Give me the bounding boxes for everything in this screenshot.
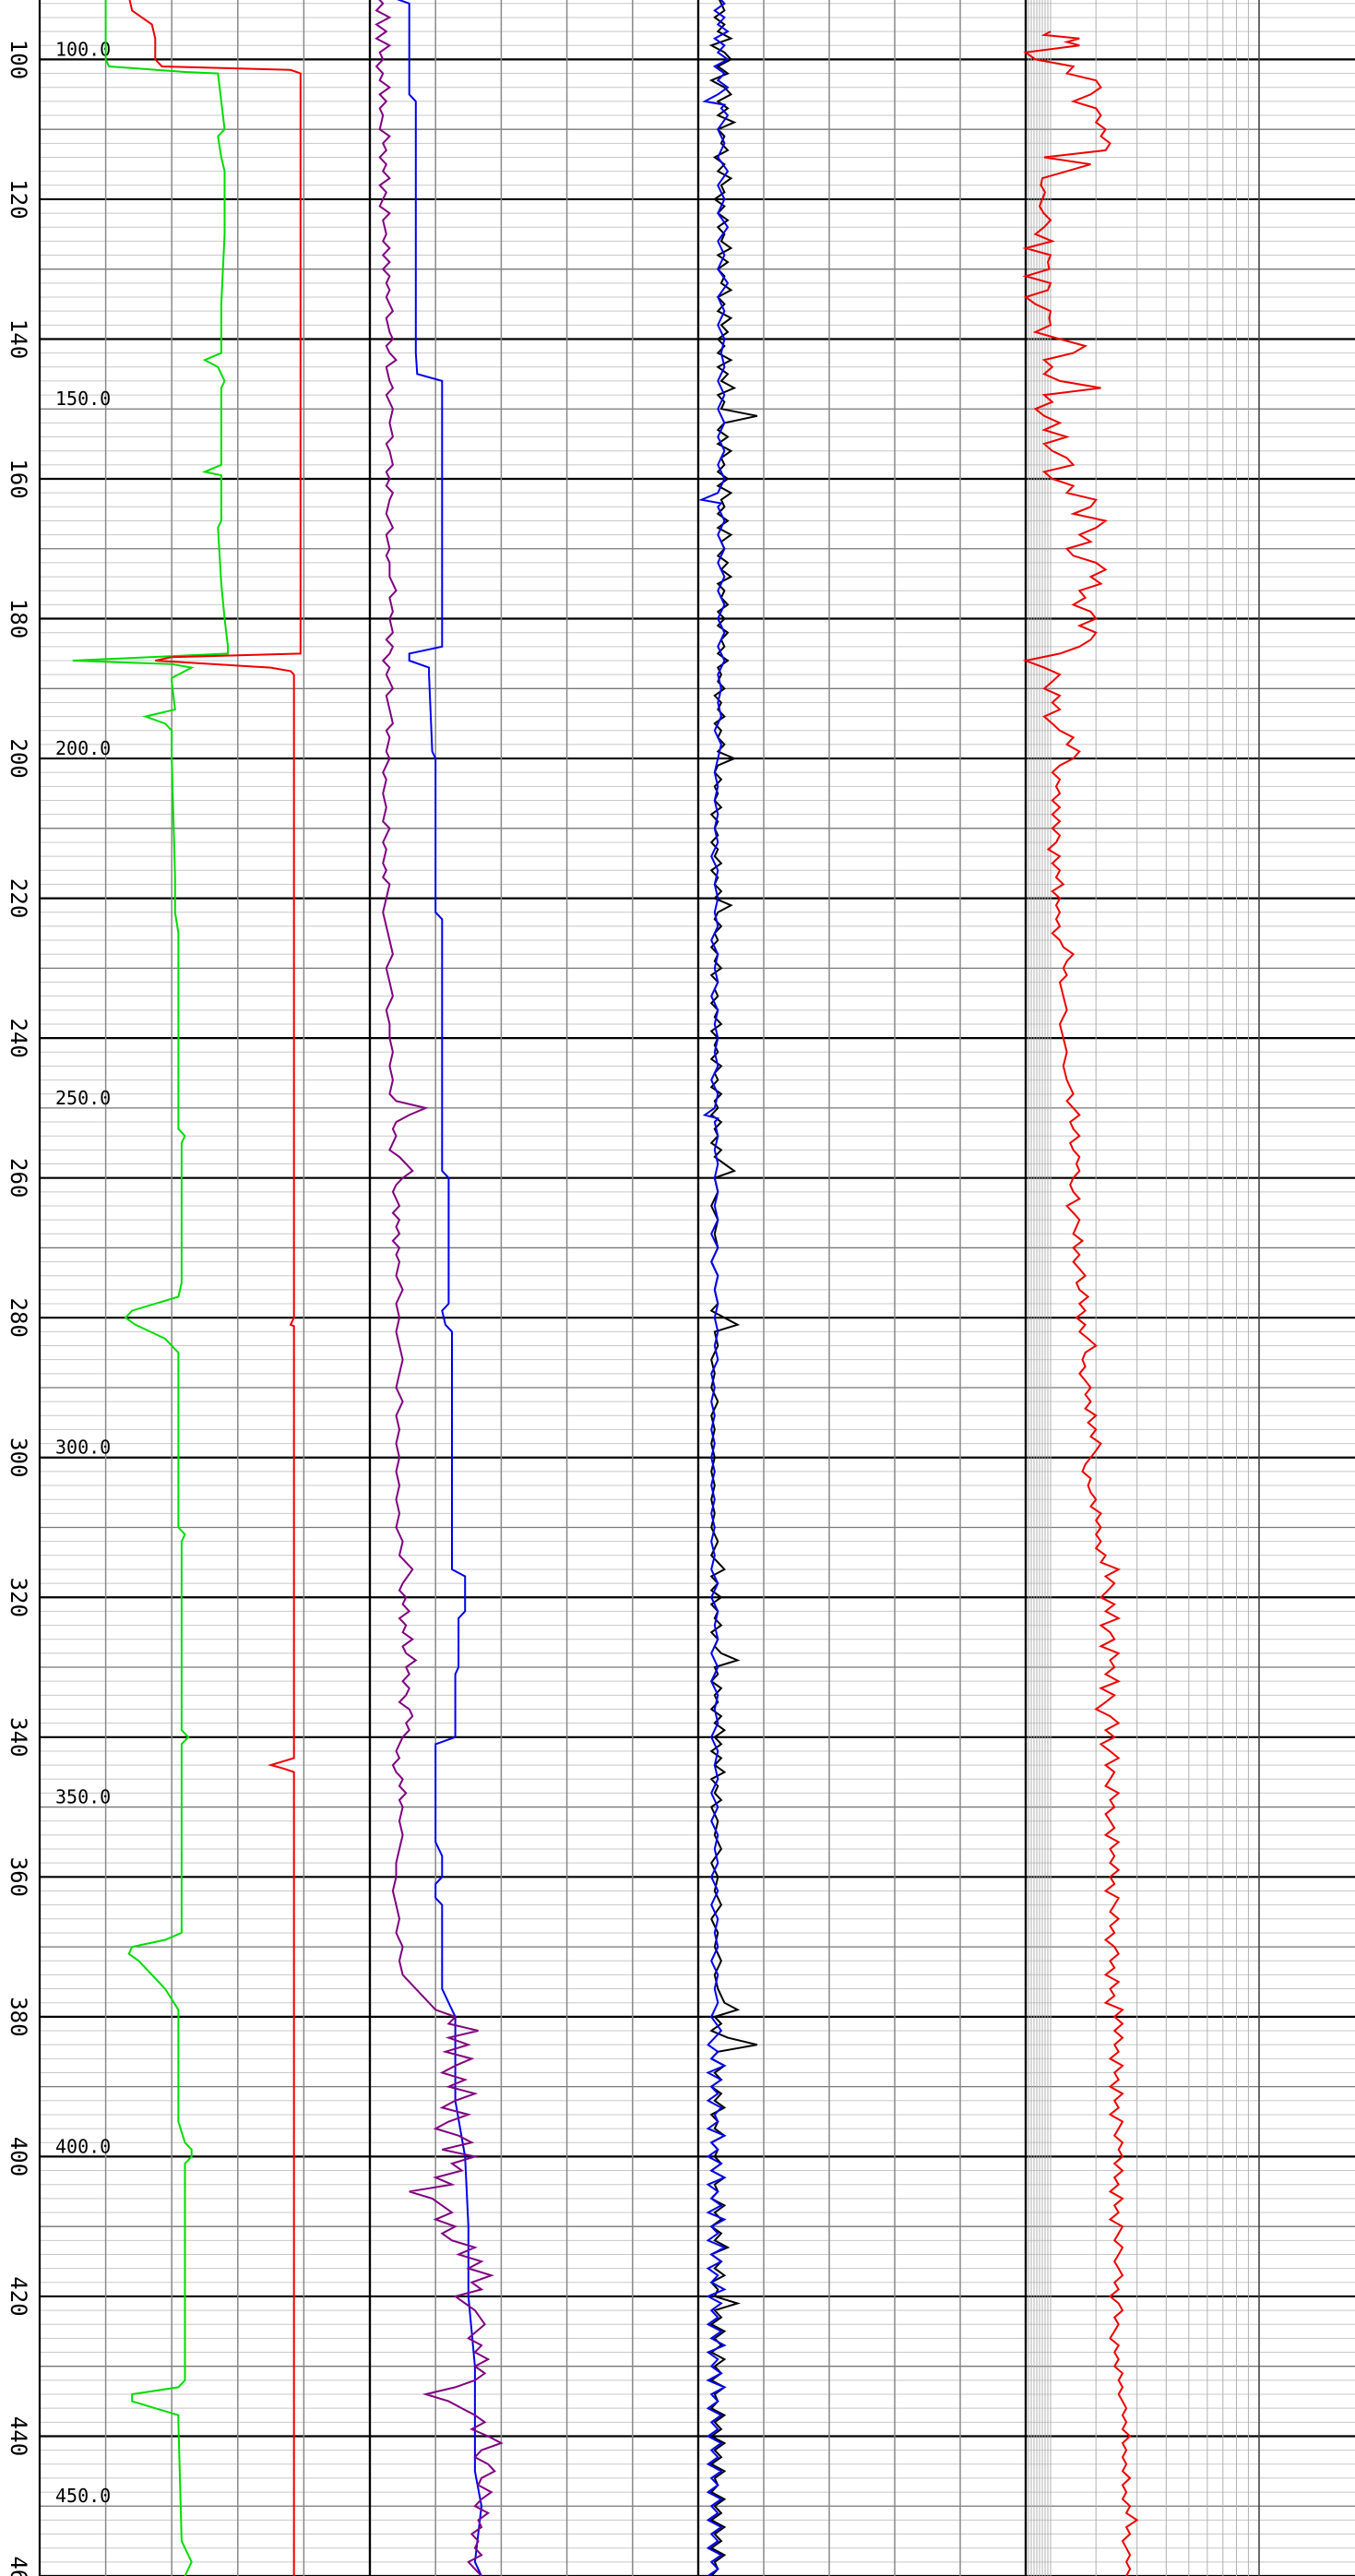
depth-tick-label: 100 — [6, 40, 31, 79]
depth-label: 300.0 — [55, 1437, 111, 1459]
depth-label: 350.0 — [55, 1786, 111, 1808]
curve-track2 — [374, 0, 504, 2576]
curves — [72, 0, 1139, 2576]
depth-tick-label: 380 — [6, 1997, 31, 2036]
depth-tick-label: 260 — [6, 1158, 31, 1198]
depth-tick-label: 220 — [6, 878, 31, 918]
curve-track1 — [128, 0, 302, 2576]
depth-tick-label: 400 — [6, 2137, 31, 2176]
curve-track2 — [397, 0, 483, 2576]
depth-tick-label: 300 — [6, 1437, 31, 1477]
depth-tick-label: 440 — [6, 2416, 31, 2456]
curve-track1 — [72, 0, 230, 2576]
grid-lines — [38, 0, 1355, 2576]
depth-tick-label: 160 — [6, 459, 31, 498]
depth-tick-label: 320 — [6, 1578, 31, 1617]
depth-label: 400.0 — [55, 2135, 111, 2157]
depth-tick-label: 140 — [6, 319, 31, 359]
depth-tick-label: 120 — [6, 179, 31, 219]
curve-track3 — [697, 0, 730, 2576]
depth-tick-label: 360 — [6, 1857, 31, 1897]
depth-tick-label: 280 — [6, 1298, 31, 1338]
depth-tick-label: 240 — [6, 1018, 31, 1057]
curve-track3 — [708, 0, 758, 2576]
depth-tick-label: 420 — [6, 2276, 31, 2316]
curve-track4 — [1022, 30, 1139, 2576]
depth-label: 100.0 — [55, 38, 111, 60]
depth-tick-label: 460 — [6, 2556, 31, 2576]
depth-tick-label: 340 — [6, 1717, 31, 1757]
depth-label: 200.0 — [55, 737, 111, 759]
depth-tick-label: 180 — [6, 599, 31, 638]
depth-label: 450.0 — [55, 2485, 111, 2507]
depth-axis: 100 120 140 160 180 200 220 240 260 280 300 320 340 3… — [6, 38, 111, 2576]
depth-label: 150.0 — [55, 388, 111, 410]
depth-label: 250.0 — [55, 1087, 111, 1109]
depth-tick-label: 200 — [6, 738, 31, 778]
